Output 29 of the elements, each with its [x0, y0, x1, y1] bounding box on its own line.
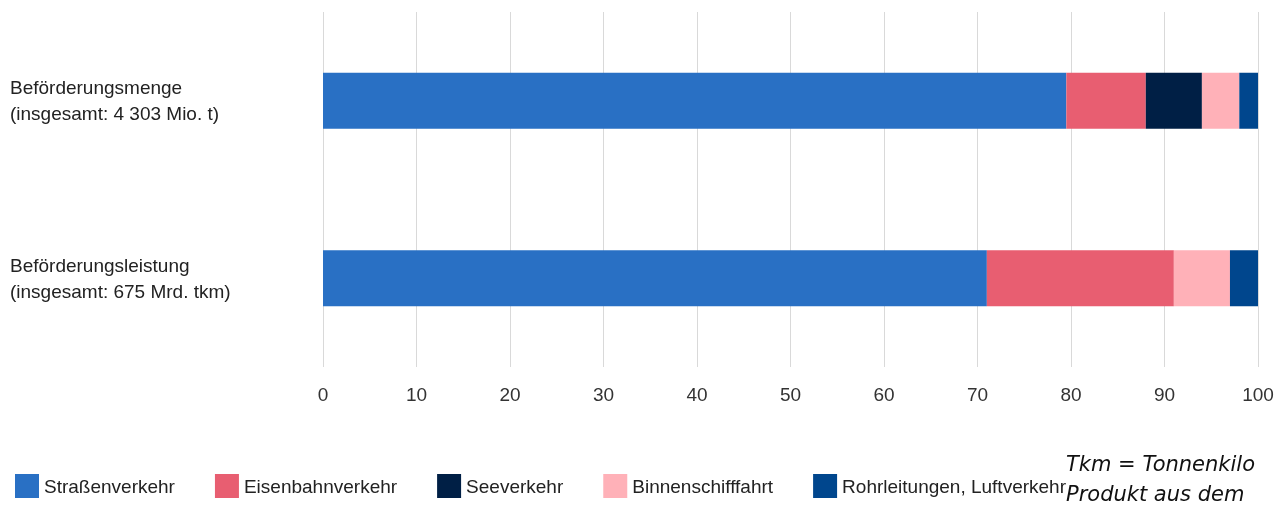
legend-label: Straßenverkehr	[44, 475, 176, 497]
x-tick-label: 20	[499, 384, 521, 405]
bar	[1066, 72, 1146, 129]
x-tick-label: 0	[317, 384, 329, 405]
text: Produkt aus dem	[1066, 481, 1245, 506]
x-tick-label: 70	[966, 384, 989, 405]
legend-label: Rohrleitungen, Luftverkehr	[842, 475, 1067, 497]
bar	[1145, 72, 1202, 129]
bar	[323, 72, 1067, 129]
x-tick-label: 60	[873, 384, 895, 405]
bar	[323, 250, 987, 307]
x-tick-label: 90	[1153, 384, 1176, 405]
y-tick-label: Beförderungsleistung (insgesamt: 675 Mrd. tkm)	[10, 254, 231, 302]
legend-label: Seeverkehr	[466, 475, 564, 497]
x-tick-label: 10	[405, 384, 428, 405]
legend-label: Binnenschifffahrt	[632, 475, 774, 497]
x-tick-label: 80	[1060, 384, 1082, 405]
x-tick-label: 100	[1242, 384, 1274, 405]
bar	[986, 250, 1174, 307]
bar	[1173, 250, 1230, 307]
bar	[1201, 72, 1240, 129]
bar	[1239, 72, 1258, 129]
x-tick-label: 30	[592, 384, 615, 405]
x-tick-label: 40	[686, 384, 708, 405]
y-tick-label: Beförderungsmenge (insgesamt: 4 303 Mio. t)	[10, 77, 220, 125]
bar	[1229, 250, 1258, 307]
x-tick-label: 50	[779, 384, 802, 405]
text: Tkm = Tonnenkilo	[1066, 451, 1255, 476]
legend-label: Eisenbahnverkehr	[243, 475, 398, 497]
